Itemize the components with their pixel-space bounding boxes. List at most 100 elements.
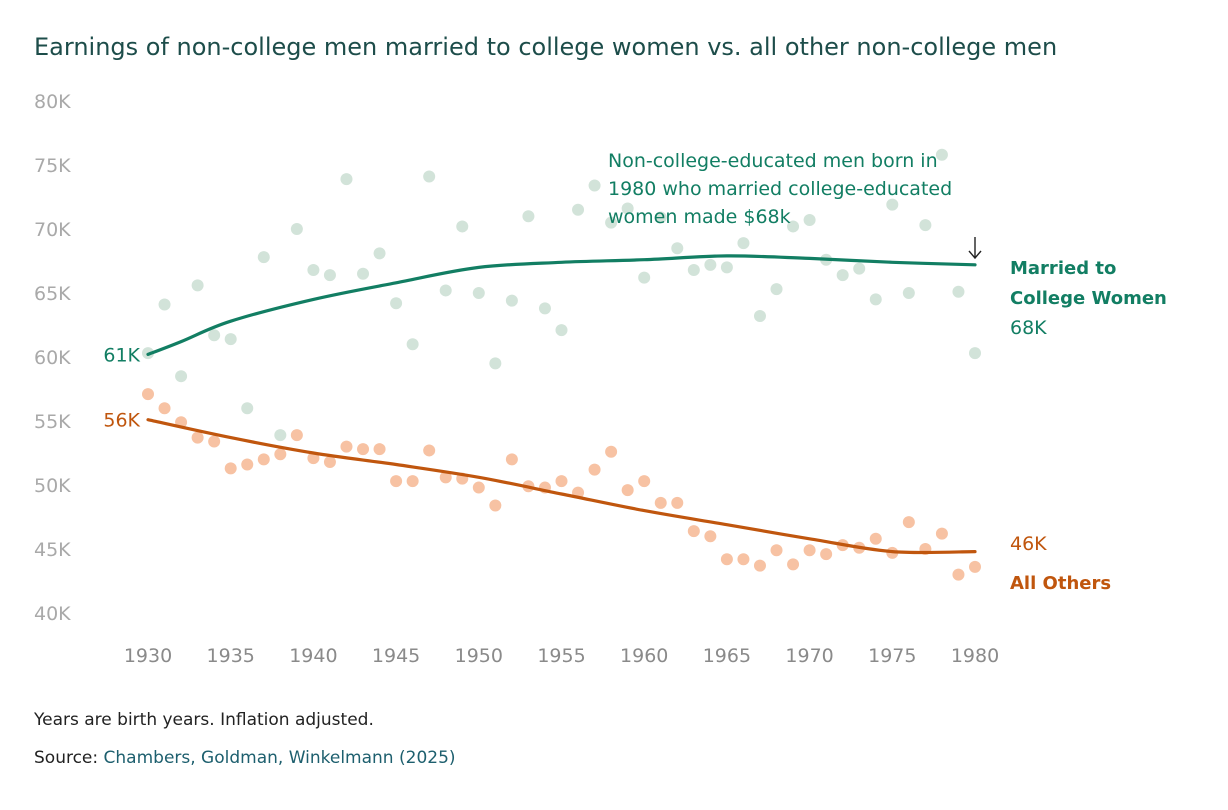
married-data-point bbox=[720, 261, 733, 274]
x-tick-label: 1955 bbox=[537, 645, 585, 667]
married-data-point bbox=[737, 237, 750, 250]
x-tick-label: 1980 bbox=[951, 645, 999, 667]
footnote-source: Source: Chambers, Goldman, Winkelmann (2… bbox=[34, 748, 456, 768]
others-data-point bbox=[472, 481, 485, 494]
married-data-point bbox=[671, 242, 684, 255]
x-tick-label: 1935 bbox=[207, 645, 255, 667]
married-data-point bbox=[257, 251, 270, 264]
x-axis: 1930 1935 1940 1945 1950 1955 1960 1965 1970 1975… bbox=[124, 645, 999, 667]
married-data-point bbox=[489, 357, 502, 370]
others-data-point bbox=[902, 516, 915, 529]
married-data-point bbox=[456, 220, 469, 233]
married-data-point bbox=[472, 287, 485, 299]
married-data-point bbox=[919, 219, 932, 232]
y-tick-label: 45K bbox=[34, 539, 71, 561]
source-link[interactable]: Chambers, Goldman, Winkelmann (2025) bbox=[103, 748, 456, 768]
y-tick-label: 80K bbox=[34, 91, 71, 113]
married-data-point bbox=[439, 284, 452, 297]
others-data-point bbox=[720, 553, 733, 566]
married-data-point bbox=[323, 269, 336, 282]
others-data-point bbox=[787, 558, 800, 571]
others-data-point bbox=[654, 496, 667, 509]
x-tick-label: 1945 bbox=[372, 645, 420, 667]
others-data-point bbox=[489, 499, 502, 512]
others-data-point bbox=[753, 559, 766, 572]
footnote-note: Years are birth years. Inflation adjuste… bbox=[34, 710, 374, 730]
married-trend-line bbox=[146, 254, 977, 356]
married-data-point bbox=[770, 283, 783, 296]
married-data-point bbox=[522, 210, 535, 223]
married-series-name: Married to College Women bbox=[1010, 258, 1167, 309]
y-tick-label: 60K bbox=[34, 347, 71, 369]
married-data-point bbox=[638, 271, 651, 284]
y-tick-label: 65K bbox=[34, 283, 71, 305]
others-data-point bbox=[158, 402, 171, 415]
x-tick-label: 1950 bbox=[455, 645, 503, 667]
married-data-point bbox=[704, 258, 717, 271]
source-prefix: Source: bbox=[34, 748, 99, 768]
married-data-point bbox=[869, 293, 882, 306]
others-data-point bbox=[704, 530, 717, 543]
annotation: Non-college-educated men born in 1980 wh… bbox=[608, 150, 982, 260]
others-data-point bbox=[373, 443, 386, 456]
married-data-point bbox=[588, 179, 601, 192]
married-data-point bbox=[274, 429, 287, 442]
married-data-point bbox=[340, 173, 353, 186]
others-data-point bbox=[241, 458, 254, 471]
others-data-point bbox=[505, 453, 518, 466]
others-trend-line bbox=[146, 418, 977, 555]
x-tick-label: 1960 bbox=[620, 645, 668, 667]
married-data-point bbox=[787, 220, 800, 233]
others-data-point bbox=[406, 475, 419, 488]
married-data-point bbox=[902, 287, 915, 299]
others-data-point bbox=[737, 553, 750, 566]
married-data-point bbox=[505, 294, 518, 307]
married-data-point bbox=[952, 285, 965, 298]
others-data-point bbox=[770, 544, 783, 557]
x-tick-label: 1975 bbox=[868, 645, 916, 667]
y-tick-label: 75K bbox=[34, 155, 71, 177]
married-data-point bbox=[390, 297, 403, 310]
others-start-label: 56K bbox=[103, 410, 140, 432]
trend-lines bbox=[146, 254, 977, 555]
y-tick-label: 50K bbox=[34, 475, 71, 497]
down-arrow-icon bbox=[968, 237, 982, 260]
chart: Earnings of non-college men married to c… bbox=[34, 33, 1167, 667]
x-tick-label: 1930 bbox=[124, 645, 172, 667]
others-data-point bbox=[439, 471, 452, 484]
married-data-point bbox=[687, 263, 700, 276]
others-data-point bbox=[935, 527, 948, 540]
x-tick-label: 1970 bbox=[785, 645, 833, 667]
others-data-point bbox=[869, 532, 882, 545]
others-data-point bbox=[687, 525, 700, 538]
others-data-point bbox=[803, 544, 816, 557]
annotation-line-1: Non-college-educated men born in bbox=[608, 150, 938, 172]
x-tick-label: 1940 bbox=[289, 645, 337, 667]
annotation-line-3: women made $68k bbox=[608, 206, 791, 228]
others-end-label: 46K bbox=[1010, 533, 1047, 555]
others-series-name: All Others bbox=[1010, 573, 1111, 594]
series-labels: 61K 56K Married to College Women 68K 46K All O… bbox=[103, 258, 1166, 594]
married-data-point bbox=[373, 247, 386, 260]
x-tick-label: 1965 bbox=[703, 645, 751, 667]
married-data-point bbox=[241, 402, 254, 415]
y-tick-label: 55K bbox=[34, 411, 71, 433]
married-data-point bbox=[753, 310, 766, 323]
others-data-point bbox=[340, 440, 353, 453]
married-data-point bbox=[886, 198, 899, 211]
others-data-point bbox=[969, 560, 981, 573]
married-data-point bbox=[208, 329, 221, 342]
married-data-point bbox=[307, 263, 320, 276]
others-data-point bbox=[820, 548, 833, 561]
married-data-point bbox=[803, 214, 816, 227]
married-series-name-line: Married to bbox=[1010, 258, 1116, 279]
married-data-point bbox=[423, 170, 436, 183]
married-data-point bbox=[605, 216, 618, 229]
married-data-point bbox=[158, 298, 171, 311]
married-series-name-line: College Women bbox=[1010, 288, 1167, 309]
married-points bbox=[142, 148, 981, 442]
married-data-point bbox=[555, 324, 568, 337]
married-data-point bbox=[175, 370, 188, 383]
others-data-point bbox=[423, 444, 436, 457]
married-start-label: 61K bbox=[103, 344, 140, 366]
